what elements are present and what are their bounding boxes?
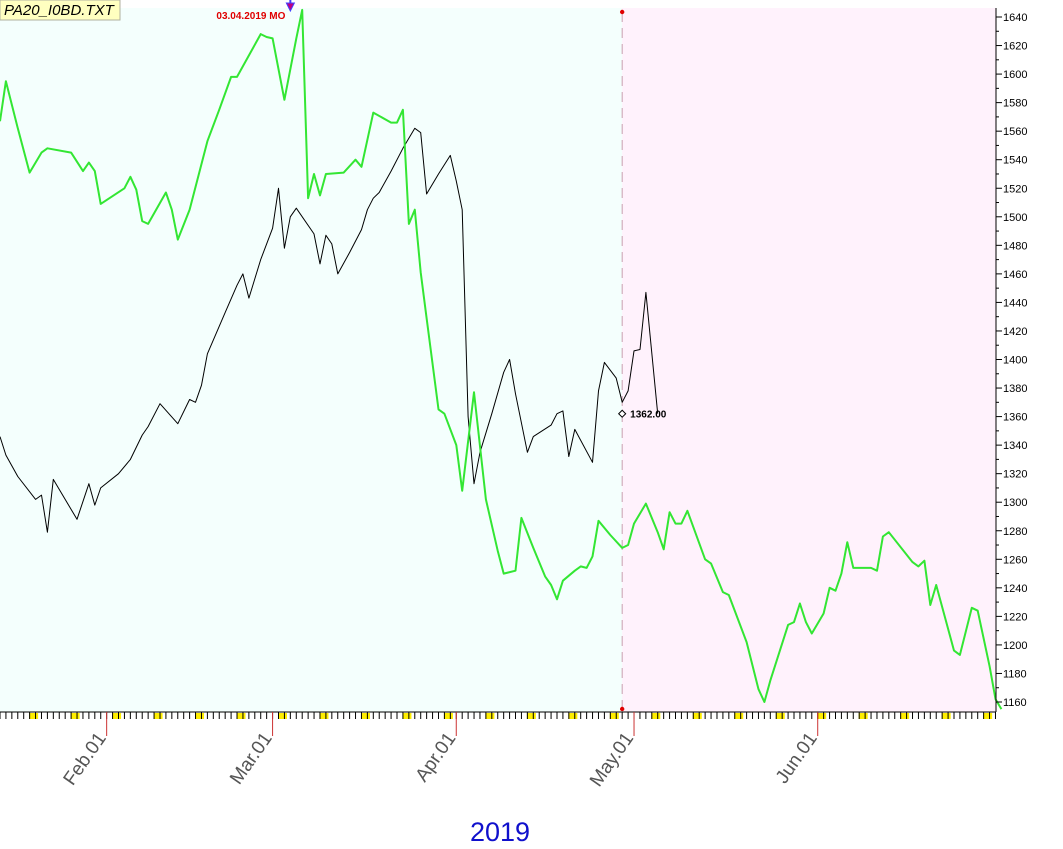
y-tick-label: 1400 (1003, 355, 1027, 367)
weekend-marker (70, 713, 80, 719)
weekend-marker (692, 713, 702, 719)
forecast-series-line (0, 8, 1003, 710)
weekend-marker (29, 713, 39, 719)
y-tick-label: 1300 (1003, 497, 1027, 509)
forecast-background (622, 8, 996, 712)
y-axis: 1160 1180 1200 1220 1240 1260 1280 1300 1320 1340… (995, 8, 1027, 712)
weekend-marker (526, 713, 536, 719)
y-tick-label: 1340 (1003, 440, 1027, 452)
weekend-marker (817, 713, 827, 719)
weekend-marker (900, 713, 910, 719)
y-tick-label: 1240 (1003, 583, 1027, 595)
price-series-line (0, 127, 659, 533)
weekend-marker (775, 713, 785, 719)
weekend-marker (734, 713, 744, 719)
last-price-point (617, 409, 627, 418)
date-marker: 03.04.2019 MO (216, 0, 296, 22)
x-tick-label: Mar.01 (226, 729, 277, 789)
y-tick-label: 1460 (1003, 269, 1027, 281)
weekend-marker (360, 713, 370, 719)
weekend-marker (277, 713, 287, 719)
y-tick-label: 1600 (1003, 69, 1027, 81)
x-tick-label: Apr.01 (412, 729, 461, 786)
marker-label: 03.04.2019 MO (216, 11, 285, 22)
y-tick-label: 1560 (1003, 126, 1027, 138)
split-dot-bottom (619, 706, 625, 712)
weekend-marker (112, 713, 122, 719)
weekend-marker (195, 713, 205, 719)
y-tick-label: 1520 (1003, 183, 1027, 195)
split-dot-top (619, 9, 625, 15)
y-tick-label: 1200 (1003, 640, 1027, 652)
y-tick-label: 1360 (1003, 412, 1027, 424)
y-tick-label: 1480 (1003, 240, 1027, 252)
y-tick-label: 1260 (1003, 554, 1027, 566)
x-tick-label: Feb.01 (60, 729, 111, 790)
y-tick-label: 1420 (1003, 326, 1027, 338)
weekend-marker (485, 713, 495, 719)
y-tick-label: 1540 (1003, 155, 1027, 167)
file-label-box: PA20_I0BD.TXT (0, 0, 121, 21)
x-tick-label: Jun.01 (772, 729, 822, 788)
y-tick-label: 1580 (1003, 98, 1027, 110)
file-label: PA20_I0BD.TXT (4, 2, 116, 19)
file-label-background (0, 0, 121, 21)
y-tick-label: 1180 (1003, 668, 1027, 680)
forecast-split-marker (619, 9, 625, 712)
weekend-marker (651, 713, 661, 719)
weekend-marker (443, 713, 453, 719)
y-tick-label: 1620 (1003, 41, 1027, 53)
x-tick-label: May.01 (586, 729, 638, 791)
history-background (0, 8, 623, 712)
y-tick-label: 1160 (1003, 697, 1027, 709)
weekend-marker (236, 713, 246, 719)
weekend-marker (858, 713, 868, 719)
y-tick-label: 1220 (1003, 611, 1027, 623)
weekend-marker (568, 713, 578, 719)
y-tick-label: 1320 (1003, 469, 1027, 481)
weekend-marker (941, 713, 951, 719)
x-axis-label: 2019 (470, 817, 530, 847)
y-tick-label: 1640 (1003, 12, 1027, 24)
weekend-marker (402, 713, 412, 719)
y-tick-label: 1500 (1003, 212, 1027, 224)
marker-arrow-icon (285, 2, 296, 13)
y-tick-label: 1280 (1003, 526, 1027, 538)
series-layer: 1362.00 (0, 8, 1003, 710)
x-axis: Feb.01 Mar.01 Apr.01 May.01 Jun.01 (0, 711, 996, 791)
weekend-marker (153, 713, 163, 719)
weekend-marker (609, 713, 619, 719)
last-price-label: 1362.00 (630, 410, 667, 421)
weekend-marker (319, 713, 329, 719)
y-tick-label: 1380 (1003, 383, 1027, 395)
y-tick-label: 1440 (1003, 297, 1027, 309)
weekend-marker (983, 713, 993, 719)
